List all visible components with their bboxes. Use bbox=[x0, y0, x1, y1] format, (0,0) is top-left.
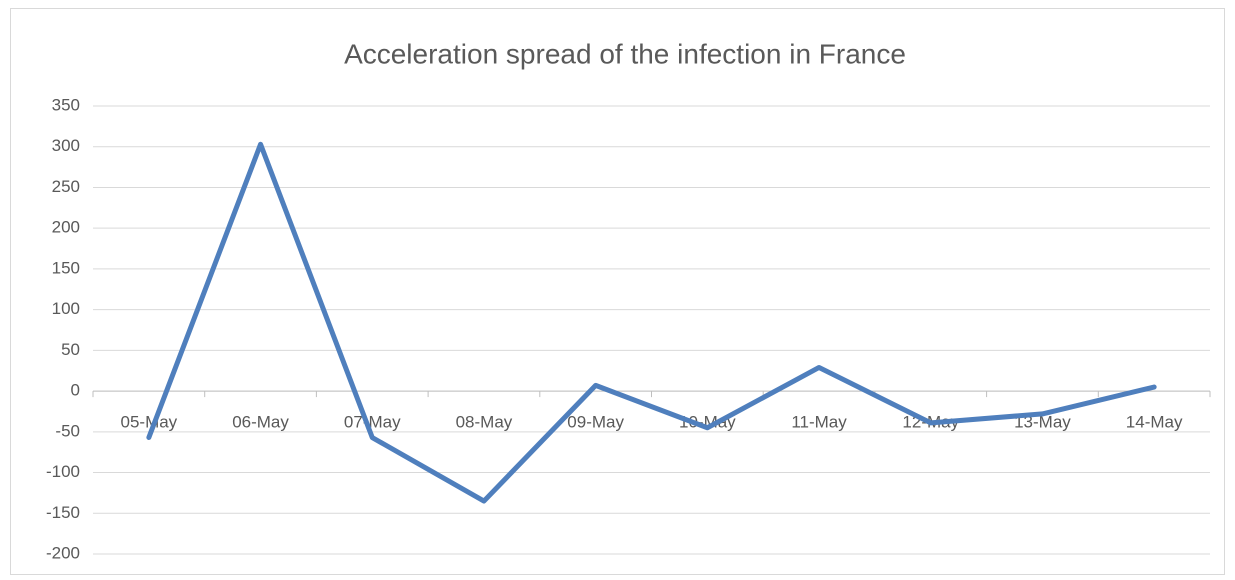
y-tick-label: 100 bbox=[52, 299, 80, 318]
y-tick-label: -150 bbox=[46, 503, 80, 522]
y-tick-label: 350 bbox=[52, 95, 80, 114]
x-tick-label: 07-May bbox=[344, 413, 401, 432]
x-tick-label: 05-May bbox=[121, 413, 178, 432]
chart-title: Acceleration spread of the infection in … bbox=[344, 38, 906, 69]
y-tick-label: 250 bbox=[52, 177, 80, 196]
y-tick-label: -50 bbox=[55, 421, 80, 440]
data-line bbox=[146, 141, 1157, 504]
y-tick-label: -200 bbox=[46, 543, 80, 562]
chart-border bbox=[10, 8, 1225, 575]
x-tick-label: 09-May bbox=[567, 413, 624, 432]
x-tick-label: 06-May bbox=[232, 413, 289, 432]
y-tick-label: 200 bbox=[52, 218, 80, 237]
y-tick-label: 0 bbox=[71, 381, 80, 400]
x-tick-label: 11-May bbox=[791, 413, 847, 432]
x-tick-label: 14-May bbox=[1126, 413, 1183, 432]
x-tick-label: 08-May bbox=[456, 413, 513, 432]
y-tick-label: 50 bbox=[61, 340, 80, 359]
y-tick-label: 300 bbox=[52, 136, 80, 155]
y-tick-label: -100 bbox=[46, 462, 80, 481]
y-tick-label: 150 bbox=[52, 258, 80, 277]
